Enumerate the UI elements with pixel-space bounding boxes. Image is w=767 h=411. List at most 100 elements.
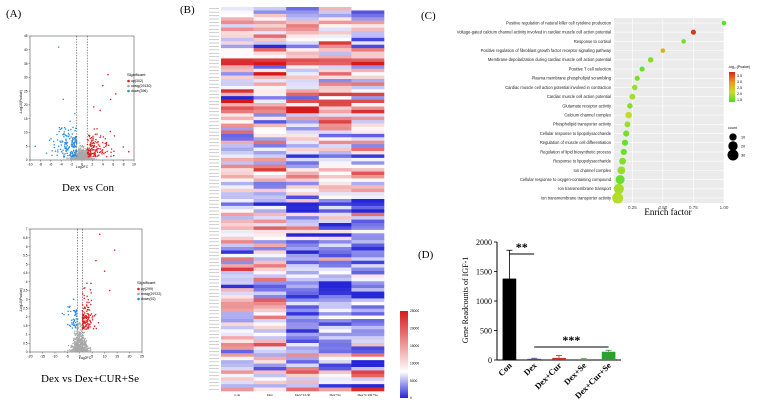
point-down (53, 146, 56, 149)
color-legend-segment (729, 100, 735, 102)
heatmap-cell (286, 343, 320, 347)
y-tick-label: 6 (26, 245, 28, 249)
color-legend-segment (729, 86, 735, 88)
heatmap-cell (253, 151, 287, 155)
point-up (97, 141, 99, 143)
heatmap-cell (351, 240, 385, 244)
heatmap-cell (351, 133, 385, 138)
x-tick-label: 0.75 (689, 205, 698, 210)
heatmap-cell (221, 319, 254, 323)
heatmap-cell (351, 96, 385, 100)
point-up (86, 316, 89, 319)
heatmap-cell (221, 284, 254, 289)
heatmap-cell (221, 363, 254, 368)
point-outlier (95, 259, 97, 262)
point-down (69, 154, 71, 156)
heatmap-cell (286, 250, 320, 255)
heatmap-cell (318, 257, 352, 262)
point-down (67, 135, 70, 138)
point-up (90, 313, 93, 315)
point-nosig (77, 349, 80, 351)
colorbar-tick-label: 0 (410, 396, 412, 400)
point-up (90, 292, 92, 294)
heatmap-cell (286, 226, 320, 231)
point-down (68, 146, 71, 148)
heatmap-cell (286, 44, 320, 49)
heatmap-cell (318, 339, 352, 344)
point-nosig (75, 336, 78, 339)
volcano-plot-bottom: Dex vs Dex+CUR+Se Log2FC -Log10(Pvalue) … (19, 227, 161, 385)
point-up (87, 325, 90, 327)
x-tick-label: -10 (52, 355, 57, 359)
x-tick-label: 20 (128, 355, 132, 359)
size-legend-label: 20 (741, 144, 745, 148)
point-nosig (72, 339, 75, 342)
point-nosig (82, 335, 84, 337)
heatmap-cell (286, 274, 320, 279)
heatmap-cell (253, 75, 287, 80)
y-tick-label: 35 (24, 62, 28, 66)
point-nosig (73, 342, 75, 344)
point-up (97, 321, 100, 324)
heatmap-cell (351, 137, 385, 142)
heatmap-cell (351, 305, 385, 310)
point-up (101, 150, 103, 152)
heatmap-cell (253, 82, 287, 87)
heatmap-cell (286, 308, 320, 313)
colorbar-tick-label: 15000 (410, 344, 419, 348)
heatmap-cell (221, 55, 254, 59)
heatmap-cell (351, 271, 385, 275)
heatmap-cell (351, 181, 385, 186)
point-down (68, 138, 71, 140)
point-nosig (64, 350, 66, 353)
heatmap-cell (253, 13, 287, 18)
heatmap-cell (286, 277, 320, 282)
heatmap-cell (253, 277, 287, 282)
panel-a-label: (A) (6, 8, 22, 20)
heatmap-cell (286, 271, 320, 275)
heatmap-cell (351, 17, 385, 22)
heatmap-cell (286, 281, 320, 286)
heatmap-cell (253, 216, 287, 220)
point-down (57, 145, 60, 147)
heatmap-cell (221, 157, 254, 162)
heatmap-cell (351, 250, 385, 255)
heatmap-cell (221, 10, 254, 15)
point-down (75, 154, 77, 157)
term-label: Regulation of lipid biosynthetic process (540, 149, 611, 154)
heatmap-cell (221, 240, 254, 244)
heatmap-cell (253, 308, 287, 313)
heatmap-cell (253, 336, 287, 340)
point-nosig (72, 351, 74, 353)
term-dot (634, 75, 640, 81)
point-down (69, 310, 72, 313)
heatmap-cell (351, 284, 385, 289)
point-up (87, 155, 90, 158)
point-nosig (66, 158, 68, 161)
heatmap-cell (318, 260, 352, 265)
heatmap-cell (351, 37, 385, 42)
heatmap-cell (318, 384, 352, 388)
heatmap-cell (286, 199, 320, 203)
color-legend-segment (729, 72, 735, 74)
heatmap-cell (351, 24, 385, 28)
heatmap-cell (221, 106, 254, 111)
point-down (65, 150, 67, 153)
heatmap-cell (351, 319, 385, 323)
point-up (93, 315, 96, 317)
point-outlier (115, 93, 117, 95)
point-nosig (76, 332, 79, 335)
heatmap-cell (318, 61, 352, 66)
color-legend-segment (729, 80, 735, 82)
point-up (95, 327, 98, 330)
heatmap-cell (351, 332, 385, 337)
heatmap-cell (318, 236, 352, 241)
point-up (94, 150, 97, 152)
point-down (64, 128, 67, 130)
y-tick-label: 1000 (476, 297, 492, 306)
term-dot (625, 111, 632, 119)
point-nosig (81, 156, 83, 159)
heatmap-cell (221, 161, 254, 166)
heatmap-cell (351, 281, 385, 286)
significance-marker: ** (516, 240, 528, 254)
